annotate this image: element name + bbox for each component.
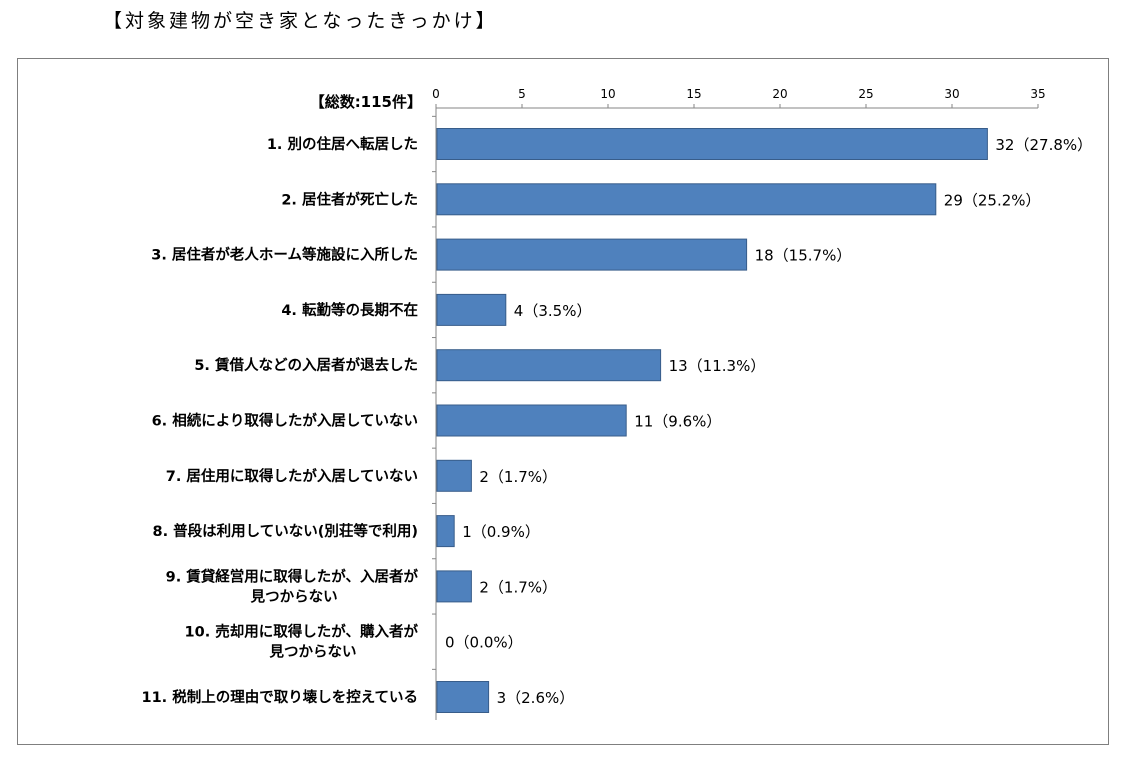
x-tick-label: 0 <box>432 87 440 101</box>
category-label: 見つからない <box>250 588 338 605</box>
bar <box>436 128 988 160</box>
x-tick-label: 30 <box>944 87 959 101</box>
bar <box>436 183 937 216</box>
data-label: 18（15.7%） <box>755 247 852 265</box>
category-label: 11. 税制上の理由で取り壊しを控えている <box>141 688 418 706</box>
data-label: 1（0.9%） <box>462 523 540 541</box>
data-label: 3（2.6%） <box>497 689 575 707</box>
x-tick-label: 20 <box>772 87 787 101</box>
category-label: 7. 居住用に取得したが入居していない <box>166 467 418 485</box>
data-label: 2（1.7%） <box>479 578 557 596</box>
bar <box>436 404 627 437</box>
data-label: 4（3.5%） <box>514 302 592 320</box>
x-tick-label: 15 <box>686 87 701 101</box>
x-tick-label: 35 <box>1030 87 1045 101</box>
category-label: 2. 居住者が死亡した <box>281 190 418 208</box>
bar <box>436 515 455 548</box>
bar <box>436 349 662 382</box>
x-tick-label: 10 <box>600 87 615 101</box>
category-label: 5. 賃借人などの入居者が退去した <box>194 356 418 374</box>
axis-layer: 0 5 10 15 20 25 30 35 <box>432 87 1046 720</box>
bar <box>436 238 748 271</box>
x-tick-label: 25 <box>858 87 873 101</box>
x-tick-label: 5 <box>518 87 526 101</box>
chart-frame <box>17 58 1109 745</box>
labels-layer: 【総数:115件】 32（27.8%） 1. 別の住居へ転居した 29（25.2%） 2… <box>141 93 1092 707</box>
category-label: 4. 転勤等の長期不在 <box>281 301 418 319</box>
page-title: 【対象建物が空き家となったきっかけ】 <box>103 10 498 32</box>
bars-layer <box>436 128 988 713</box>
category-label: 10. 売却用に取得したが、購入者が <box>185 623 419 641</box>
bar <box>436 681 490 713</box>
data-label: 0（0.0%） <box>445 634 523 652</box>
total-label: 【総数:115件】 <box>310 93 422 111</box>
category-label: 8. 普段は利用していない(別荘等で利用) <box>153 522 418 540</box>
data-label: 13（11.3%） <box>669 357 766 375</box>
category-label: 6. 相続により取得したが入居していない <box>152 412 418 430</box>
data-label: 32（27.8%） <box>995 136 1092 154</box>
category-label: 9. 賃貸経営用に取得したが、入居者が <box>166 567 419 585</box>
bar <box>436 459 472 492</box>
category-label: 1. 別の住居へ転居した <box>267 135 418 153</box>
data-label: 29（25.2%） <box>944 191 1041 209</box>
data-label: 11（9.6%） <box>634 413 721 431</box>
category-label: 見つからない <box>269 644 357 661</box>
bar <box>436 293 507 326</box>
category-label: 3. 居住者が老人ホーム等施設に入所した <box>151 246 418 264</box>
bar <box>436 570 472 603</box>
data-label: 2（1.7%） <box>479 468 557 486</box>
